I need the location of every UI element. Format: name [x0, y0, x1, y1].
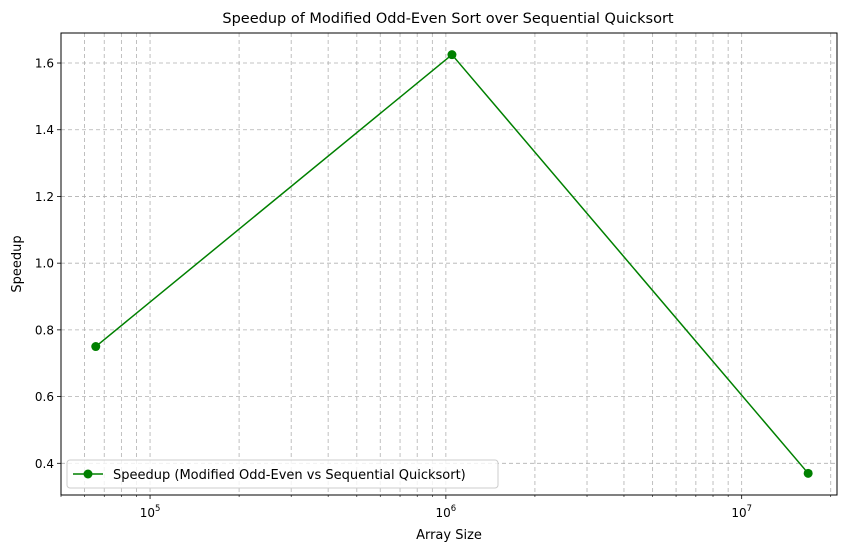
y-tick-label: 0.8	[35, 323, 54, 337]
y-tick-label: 1.4	[35, 123, 54, 137]
y-tick-label: 1.2	[35, 190, 54, 204]
x-axis-label: Array Size	[416, 528, 482, 543]
legend-frame	[66, 459, 499, 489]
data-point	[803, 468, 813, 478]
data-point	[91, 342, 101, 352]
chart-title: Speedup of Modified Odd-Even Sort over S…	[222, 11, 674, 27]
y-axis: 0.4 0.6 0.8 1.0 1.2 1.4 1.6	[35, 57, 61, 471]
plot-area-frame	[60, 32, 838, 496]
y-tick-label: 0.4	[35, 457, 54, 471]
y-tick-label: 1.6	[35, 57, 54, 71]
major-grid	[61, 33, 837, 495]
minor-grid	[60, 33, 832, 495]
data-point	[447, 50, 457, 60]
legend: Speedup (Modified Odd-Even vs Sequential…	[66, 459, 499, 489]
legend-entry-label: Speedup (Modified Odd-Even vs Sequential…	[113, 468, 466, 483]
series-layer	[91, 50, 813, 478]
legend-marker	[83, 469, 93, 479]
y-tick-label: 0.6	[35, 390, 54, 404]
y-tick-label: 1.0	[35, 257, 54, 271]
y-axis-label: Speedup	[10, 235, 25, 292]
